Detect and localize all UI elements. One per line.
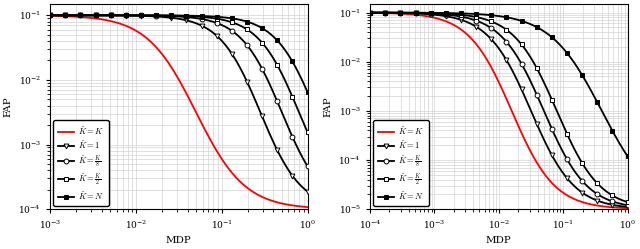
X-axis label: MDP: MDP <box>166 236 192 245</box>
X-axis label: MDP: MDP <box>486 236 512 245</box>
Legend: $\hat{K} = K$, $\hat{K} = 1$, $\hat{K} = \frac{K}{8}$, $\hat{K} = \frac{K}{2}$, : $\hat{K} = K$, $\hat{K} = 1$, $\hat{K} =… <box>373 120 429 206</box>
Legend: $\hat{K} = K$, $\hat{K} = 1$, $\hat{K} = \frac{K}{8}$, $\hat{K} = \frac{K}{2}$, : $\hat{K} = K$, $\hat{K} = 1$, $\hat{K} =… <box>53 120 109 206</box>
Y-axis label: FAP: FAP <box>324 96 333 117</box>
Y-axis label: FAP: FAP <box>4 96 13 117</box>
